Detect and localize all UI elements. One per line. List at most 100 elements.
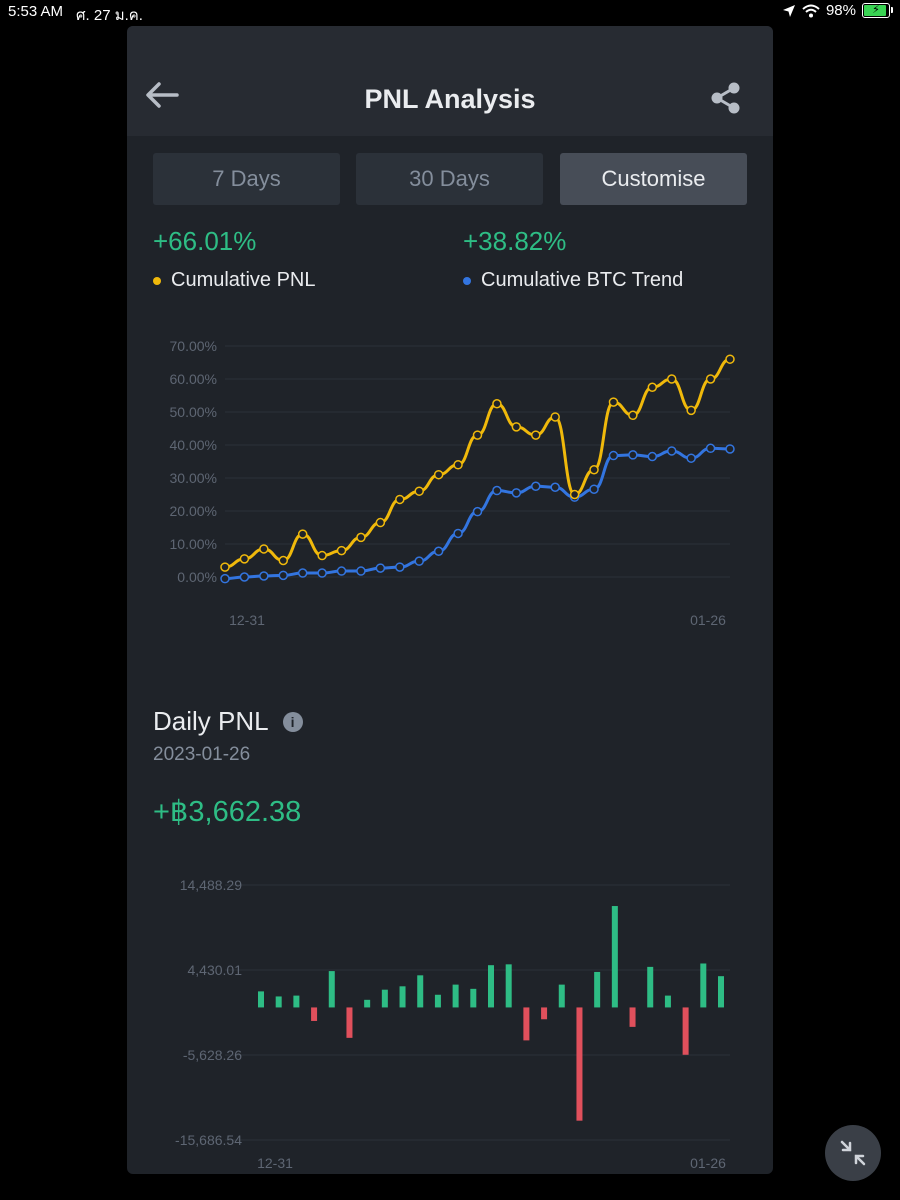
x-tick-label: 12-31 [229,612,265,628]
y-tick-label: 50.00% [170,404,217,420]
daily-pnl-bar [594,971,601,1008]
pnl-line-point [725,354,735,364]
battery-icon: ⚡ [862,3,893,18]
status-bar: 5:53 AM ศ. 27 ม.ค. 98% ⚡ [0,0,900,24]
pnl-line-point [472,430,483,440]
btc-line-point [647,451,658,462]
btc-line-point [356,566,366,576]
cumulative-pnl-legend: Cumulative PNL [153,269,316,292]
pnl-line-point [356,532,366,543]
x-tick-label: 01-26 [690,1155,726,1171]
pnl-line-point [375,517,386,528]
y-tick-label: 14,488.29 [180,877,242,893]
daily-pnl-bar [434,994,441,1008]
daily-pnl-bar [452,984,459,1008]
back-arrow-icon[interactable] [145,81,179,109]
daily-pnl-title: Daily PNL [153,706,269,736]
pnl-line-point [608,397,619,407]
pnl-line-point [686,405,696,416]
btc-trend-value: +38.82% [463,226,567,256]
btc-line-point [589,484,599,494]
tab-30-days[interactable]: 30 Days [356,153,543,205]
btc-trend-legend: Cumulative BTC Trend [463,269,683,292]
y-tick-label: 60.00% [170,371,217,387]
pnl-line-point [278,555,289,566]
btc-line-point [492,485,502,496]
daily-pnl-bar [718,976,724,1008]
y-tick-label: -15,686.54 [175,1132,242,1148]
location-icon [782,4,795,17]
daily-pnl-bar [364,999,371,1008]
pnl-line-point [336,545,347,556]
daily-pnl-bar [576,1007,583,1121]
daily-pnl-date: 2023-01-26 [153,744,251,765]
btc-line-point [686,453,696,463]
btc-line-point [278,570,289,581]
status-date: ศ. 27 ม.ค. [76,7,143,24]
btc-trend-label: Cumulative BTC Trend [481,269,684,291]
daily-pnl-bar [258,991,264,1008]
status-indicators: 98% ⚡ [782,2,893,19]
pnl-line-point [647,382,658,392]
btc-line-point [395,562,405,572]
pnl-line-point [414,486,424,496]
pnl-line-point [589,465,599,475]
pnl-line-point [705,374,716,384]
pnl-analysis-panel: PNL Analysis 7 Days 30 Days Customise +6… [127,26,773,1174]
btc-line-point [220,573,230,584]
pnl-line-point [550,412,560,422]
info-icon[interactable]: i [282,711,303,732]
y-tick-label: 20.00% [170,503,217,519]
daily-pnl-bar [293,995,300,1008]
daily-pnl-bar [664,995,671,1008]
pnl-line-point [239,554,250,564]
daily-pnl-bar [629,1007,636,1027]
collapse-arrows-icon [840,1140,866,1166]
y-tick-label: 40.00% [170,437,217,453]
daily-pnl-bar [523,1007,530,1041]
y-tick-label: -5,628.26 [183,1047,242,1063]
daily-pnl-bar [399,986,406,1008]
tab-7-days[interactable]: 7 Days [153,153,340,205]
daily-pnl-bar [611,906,618,1008]
daily-pnl-bar [381,989,388,1008]
y-tick-label: 30.00% [170,470,217,486]
btc-line-point [725,444,735,454]
cumulative-pnl-value: +66.01% [153,226,257,256]
pnl-line-point [453,460,463,470]
daily-pnl-bar [505,964,512,1008]
cumulative-line-chart: 70.00% 60.00% 50.00% 40.00% 30.00% 20.00% 10.0… [170,338,735,628]
btc-line-point [375,563,386,573]
header: PNL Analysis [127,26,773,136]
btc-line-point [414,556,424,566]
x-tick-label: 12-31 [257,1155,293,1171]
y-tick-label: 4,430.01 [188,962,243,978]
collapse-button[interactable] [825,1125,881,1181]
y-tick-label: 70.00% [170,338,217,354]
tab-customise[interactable]: Customise [560,153,747,205]
daily-pnl-bar [328,971,335,1008]
btc-line-point [628,450,638,460]
y-tick-label: 0.00% [177,569,217,585]
pnl-line-point [259,544,269,554]
btc-line-point [433,546,444,557]
btc-line-point [472,506,483,517]
daily-pnl-bar [346,1007,353,1038]
battery-percent: 98% [825,2,856,19]
pnl-line-point [531,430,541,440]
daily-pnl-bar [470,988,477,1008]
pnl-line-point [628,410,638,421]
pnl-line-point [297,529,308,539]
btc-line-point [297,568,308,578]
pnl-line-point [569,489,580,500]
daily-pnl-bar [275,996,282,1008]
daily-pnl-bar [311,1007,318,1021]
pnl-line-point [492,399,502,409]
daily-pnl-value: +฿3,662.38 [153,796,302,828]
cumulative-pnl-label: Cumulative PNL [171,269,316,291]
daily-pnl-bar [417,975,424,1008]
daily-pnl-bar [682,1007,689,1055]
share-icon[interactable] [709,81,743,115]
daily-pnl-bar [700,963,707,1008]
btc-line-point [336,566,347,576]
